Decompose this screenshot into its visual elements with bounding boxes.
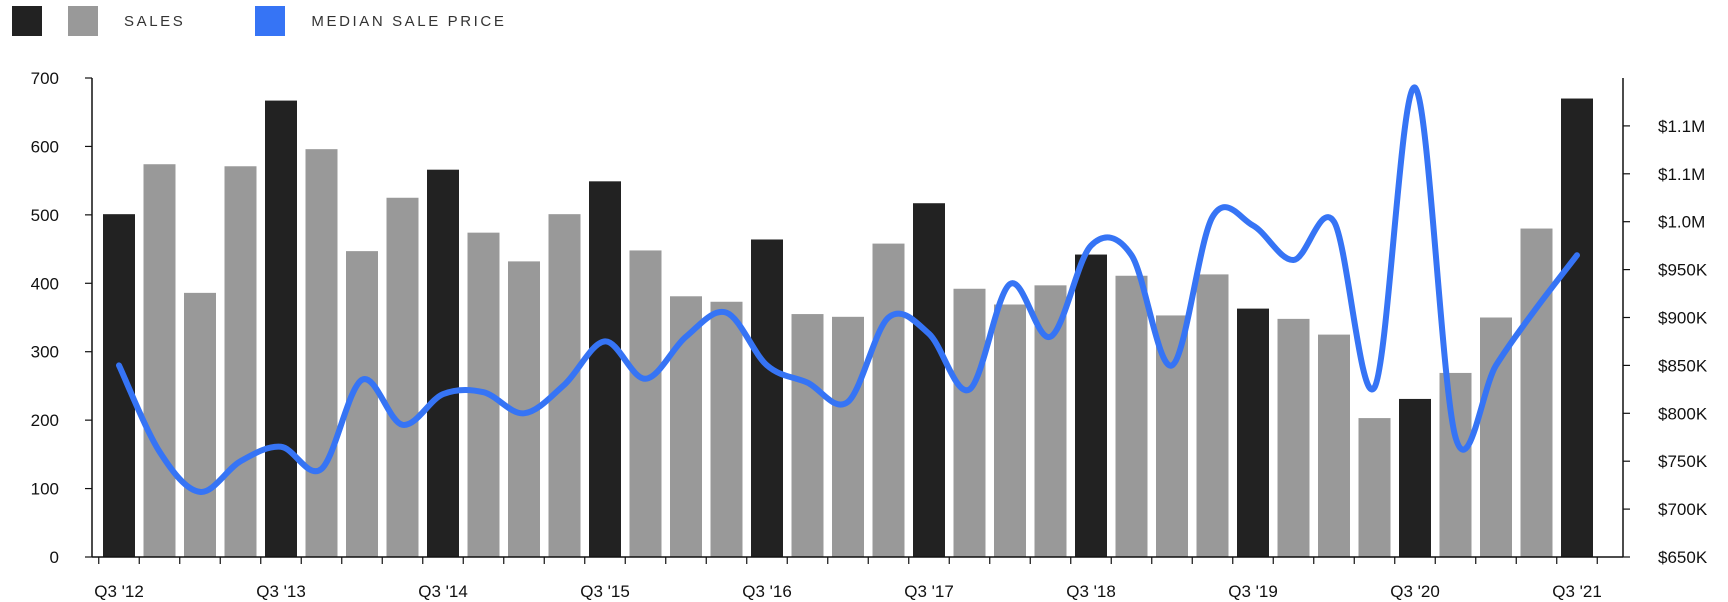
legend-swatch-median-sale-price: [255, 6, 286, 36]
x-tick-label-0: Q3 '12: [94, 582, 144, 601]
bar-sales-28: [1237, 308, 1269, 557]
chart-axes: 0 100 200 300 400 500 600 700 $650K $700K $750K $80…: [31, 69, 1708, 601]
bar-sales-30: [1318, 334, 1350, 557]
y-right-tick-label-4: $850K: [1658, 356, 1708, 375]
bar-sales-21: [953, 288, 986, 557]
bar-sales-24: [1075, 254, 1107, 557]
bar-sales-22: [994, 304, 1026, 557]
y-right-tick-label-2: $750K: [1658, 452, 1708, 471]
x-tick-label-4: Q3 '13: [256, 582, 306, 601]
y-left-tick-label-700: 700: [31, 69, 59, 88]
y-right-tick-label-7: $1.0M: [1658, 213, 1705, 232]
y-left-tick-label-400: 400: [31, 274, 59, 293]
legend-label-sales: SALES: [124, 12, 186, 30]
y-right-tick-label-1: $700K: [1658, 500, 1708, 519]
bar-sales-34: [1480, 317, 1512, 557]
bar-sales-20: [913, 203, 945, 557]
legend-item-sales: SALES: [12, 6, 185, 36]
bar-sales-32: [1399, 398, 1431, 557]
y-left-tick-label-0: 0: [50, 548, 59, 567]
bar-sales-27: [1196, 274, 1229, 557]
chart-legend: SALES MEDIAN SALE PRICE: [12, 6, 576, 36]
bar-sales-29: [1277, 318, 1310, 557]
bar-sales-7: [386, 197, 419, 557]
y-left-tick-label-500: 500: [31, 206, 59, 225]
y-left-tick-label-200: 200: [31, 411, 59, 430]
x-tick-label-12: Q3 '15: [580, 582, 630, 601]
bar-sales-5: [305, 149, 338, 557]
bar-sales-8: [427, 169, 459, 558]
x-tick-label-16: Q3 '16: [742, 582, 792, 601]
y-left-tick-label-100: 100: [31, 480, 59, 499]
legend-swatch-sales-default: [68, 6, 98, 36]
bar-sales-31: [1358, 418, 1391, 557]
bar-sales-16: [751, 239, 783, 557]
y-left-tick-label-600: 600: [31, 137, 59, 156]
legend-swatch-sales-highlight: [12, 6, 42, 36]
bar-series-sales: [103, 98, 1593, 558]
y-right-tick-label-3: $800K: [1658, 404, 1708, 423]
bar-sales-17: [791, 314, 824, 557]
y-right-tick-label-0: $650K: [1658, 548, 1708, 567]
y-right-tick-label-6: $950K: [1658, 261, 1708, 280]
line-series-median-sale-price: [116, 84, 1580, 495]
bar-sales-12: [589, 181, 621, 557]
y-right-tick-label-9: $1.1M: [1658, 117, 1705, 136]
y-right-tick-label-8: $1.1M: [1658, 165, 1705, 184]
x-tick-label-36: Q3 '21: [1552, 582, 1602, 601]
x-tick-label-32: Q3 '20: [1390, 582, 1440, 601]
x-tick-label-28: Q3 '19: [1228, 582, 1278, 601]
bar-sales-33: [1439, 372, 1472, 557]
bar-sales-1: [143, 164, 176, 557]
x-tick-label-8: Q3 '14: [418, 582, 468, 601]
x-tick-label-20: Q3 '17: [904, 582, 954, 601]
legend-item-median-sale-price: MEDIAN SALE PRICE: [255, 6, 506, 36]
bar-sales-19: [872, 243, 905, 557]
bar-sales-3: [224, 166, 257, 557]
bar-sales-35: [1520, 228, 1553, 558]
bar-sales-25: [1115, 275, 1148, 557]
legend-label-median-sale-price: MEDIAN SALE PRICE: [311, 12, 507, 30]
y-right-tick-label-5: $900K: [1658, 309, 1708, 328]
y-left-tick-label-300: 300: [31, 343, 59, 362]
bar-sales-15: [710, 301, 743, 557]
bar-sales-2: [184, 292, 216, 557]
bar-sales-36: [1561, 98, 1593, 558]
bar-sales-18: [832, 316, 864, 557]
line-median-sale-price: [116, 84, 1580, 495]
x-tick-label-24: Q3 '18: [1066, 582, 1116, 601]
bar-sales-13: [629, 250, 662, 557]
bar-sales-4: [265, 100, 297, 558]
